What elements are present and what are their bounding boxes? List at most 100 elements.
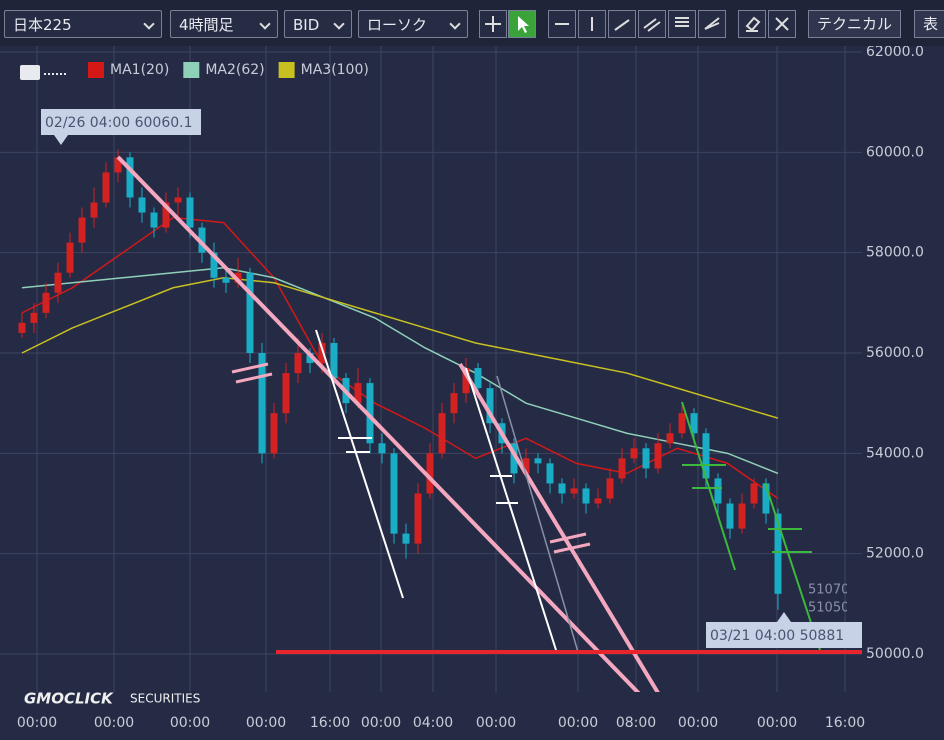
fibo-button[interactable] (668, 10, 696, 38)
candle-body (402, 533, 410, 544)
watermark: GMOCLICK (24, 690, 114, 708)
legend-swatch (88, 62, 104, 78)
legend-items: MA1(20) MA2(62) MA3(100) (88, 62, 369, 78)
clear-button[interactable] (768, 10, 796, 38)
marker (231, 362, 591, 554)
y-tick-label: 58000.0 (866, 245, 924, 261)
candle-body (126, 157, 134, 198)
technical-text: テクニカル (817, 15, 893, 33)
candle-body (762, 483, 770, 514)
candle-body (690, 413, 698, 434)
channel-button[interactable] (638, 10, 666, 38)
price-text: BID (293, 16, 320, 34)
style-select[interactable]: ローソク (358, 10, 468, 38)
timeframe-select[interactable]: 4時間足 (170, 10, 278, 38)
y-tick-label: 56000.0 (866, 345, 924, 361)
candle-body (546, 463, 554, 484)
tooltip-tip (777, 612, 791, 622)
trendline-button[interactable] (608, 10, 636, 38)
fan-button[interactable] (698, 10, 726, 38)
x-tick-label: 00:00 (170, 715, 210, 731)
candle-body (618, 458, 626, 479)
candle-body (666, 433, 674, 444)
tooltip-tip (54, 135, 68, 145)
x-tick-label: 00:00 (476, 715, 516, 731)
icon (485, 16, 501, 32)
candle-body (378, 443, 386, 454)
drawings (116, 155, 862, 692)
price-select[interactable]: BID (284, 10, 352, 38)
candle-body (258, 353, 266, 454)
candle-body (414, 493, 422, 544)
x-tick-label: 00:00 (678, 715, 718, 731)
x-tick-label: 16:00 (310, 715, 350, 731)
timeframe-text: 4時間足 (179, 16, 234, 34)
candle-body (270, 413, 278, 454)
pointer-button[interactable] (508, 10, 536, 38)
candle-body (330, 342, 338, 379)
candle-body (354, 383, 362, 404)
candle-body (150, 212, 158, 228)
candle-body (726, 503, 734, 529)
vline-button[interactable] (578, 10, 606, 38)
candle-body (138, 197, 146, 213)
candle-body (534, 458, 542, 464)
hline-button[interactable] (548, 10, 576, 38)
eraser-button[interactable] (738, 10, 766, 38)
tooltip-text: 03/21 04:00 50881 (710, 628, 844, 644)
candle-body (318, 342, 326, 364)
candle-body (570, 488, 578, 494)
candle-body (678, 413, 686, 434)
candle-body (198, 227, 206, 253)
trend-line (496, 375, 579, 653)
candle-body (462, 368, 470, 394)
candle-body (366, 383, 374, 444)
candle-body (714, 478, 722, 504)
candle-body (606, 478, 614, 499)
x-tick-label: 08:00 (616, 715, 656, 731)
legend-icon[interactable] (20, 65, 40, 80)
icon (675, 17, 689, 27)
trend-line (315, 329, 404, 599)
icon (518, 16, 529, 33)
watermark: SECURITIES (130, 692, 200, 706)
candle-body (654, 443, 662, 469)
candle-body (438, 413, 446, 454)
candle-body (78, 217, 86, 243)
candle-body (102, 172, 110, 203)
table-button[interactable]: 表 (914, 10, 944, 38)
price-label: 51050 (808, 601, 849, 616)
candle-body (594, 498, 602, 504)
technical-button[interactable]: テクニカル (808, 10, 902, 38)
candle-body (774, 513, 782, 594)
crosshair-button[interactable] (479, 10, 507, 38)
candle-body (450, 393, 458, 414)
symbol-select[interactable]: 日本225 (4, 10, 162, 38)
candle-body (522, 458, 530, 474)
candle-body (186, 197, 194, 228)
grid (0, 46, 862, 692)
trend-line (458, 362, 660, 692)
x-tick-label: 00:00 (558, 715, 598, 731)
candle-body (18, 322, 26, 333)
legend-label: MA2(62) (205, 62, 264, 78)
icon (643, 18, 661, 32)
candle-body (630, 448, 638, 459)
moving-averages (21, 216, 779, 500)
candle-body (162, 202, 170, 228)
legend-swatch (278, 62, 295, 78)
candle-body (426, 453, 434, 494)
candle-body (282, 373, 290, 414)
candle-body (294, 353, 302, 374)
candle-body (306, 353, 314, 364)
candle-body (738, 503, 746, 529)
legend-label: MA1(20) (110, 62, 169, 78)
y-tick-label: 62000.0 (866, 46, 924, 60)
y-tick-label: 50000.0 (866, 646, 924, 662)
icon (614, 19, 630, 31)
icon (745, 16, 761, 32)
legend-swatch (183, 62, 200, 78)
candle-body (54, 272, 62, 293)
style-text: ローソク (367, 16, 428, 34)
